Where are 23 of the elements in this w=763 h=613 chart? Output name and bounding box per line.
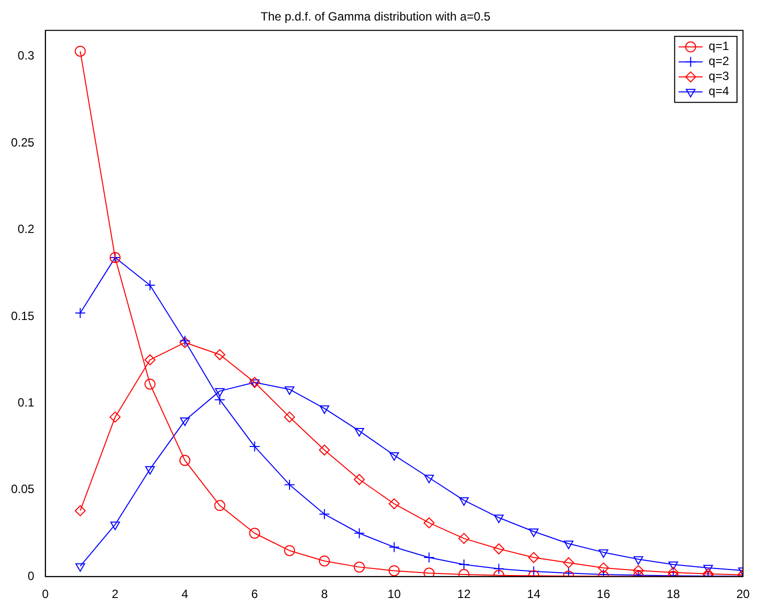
y-tick-label: 0.3 — [18, 48, 35, 63]
x-tick-label: 4 — [182, 587, 189, 602]
x-tick-label: 12 — [457, 587, 471, 602]
y-tick-label: 0.2 — [18, 222, 35, 236]
x-tick-label: 18 — [666, 587, 680, 602]
x-tick-label: 8 — [321, 587, 328, 602]
x-tick-label: 6 — [251, 587, 258, 602]
y-tick-label: 0.25 — [10, 135, 35, 150]
x-tick-label: 10 — [388, 587, 402, 602]
x-tick-label: 2 — [112, 587, 119, 602]
legend-label: q=4 — [708, 84, 730, 98]
chart-title: The p.d.f. of Gamma distribution with a=0.5 — [260, 10, 491, 24]
x-tick-label: 16 — [596, 587, 610, 602]
y-tick-label: 0.1 — [18, 396, 35, 410]
x-tick-label: 0 — [42, 587, 50, 602]
x-tick-label: 14 — [527, 587, 541, 602]
y-tick-label: 0.15 — [10, 308, 35, 323]
legend-label: q=2 — [708, 54, 730, 68]
legend-label: q=3 — [708, 69, 730, 84]
x-tick-label: 20 — [736, 587, 750, 602]
legend-label: q=1 — [708, 39, 730, 54]
y-tick-label: 0.05 — [10, 482, 35, 496]
y-tick-label: 0 — [28, 568, 35, 583]
